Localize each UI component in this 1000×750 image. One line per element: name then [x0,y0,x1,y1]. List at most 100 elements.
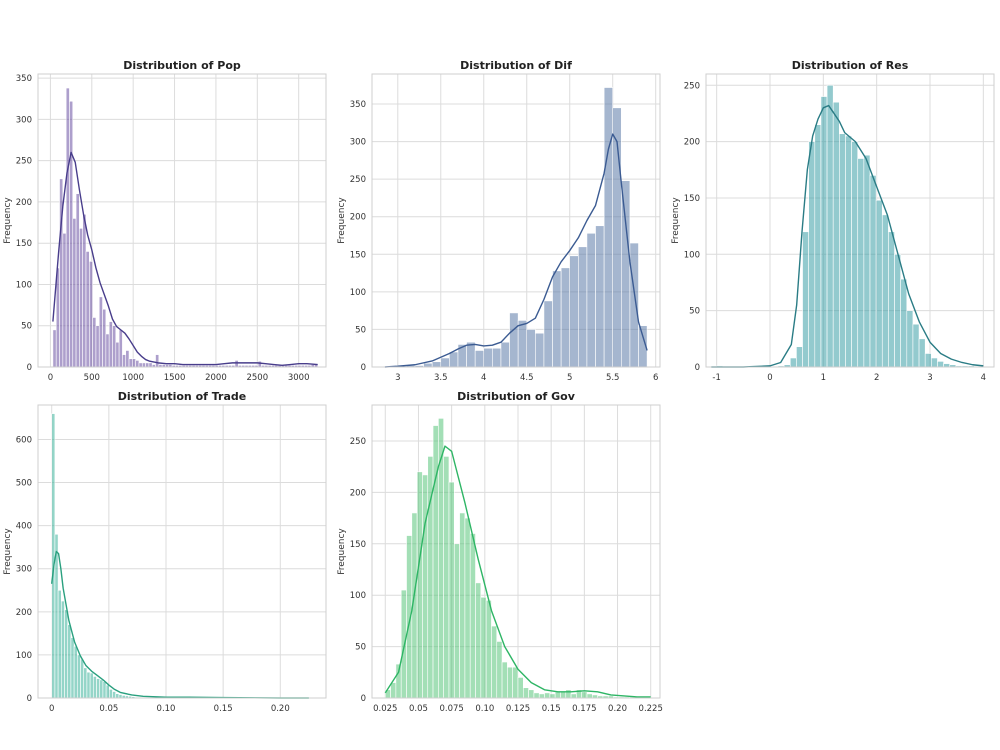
axes-frame [37,73,327,368]
x-tick-label: 500 [84,373,100,383]
y-tick-label: 0 [695,363,700,373]
histogram-bar [105,684,110,699]
histogram-bar [65,87,70,368]
histogram-bar [826,84,834,368]
histogram-bar [73,645,78,699]
histogram-bar [61,600,65,699]
y-tick-label: 100 [350,591,366,601]
histogram-bar [603,87,614,368]
axes-frame [705,73,995,368]
x-tick-label: 3 [927,373,932,383]
histogram-bar [560,691,567,699]
histogram-bar [89,261,93,368]
y-axis-label: Frequency [337,197,347,244]
x-tick-label: 0.225 [639,704,663,714]
histogram-bar [560,267,571,368]
histogram-bar [62,232,67,368]
histogram-bar [924,353,932,368]
x-tick-label: 0.175 [572,704,596,714]
histogram-bar [95,325,100,368]
histogram-bar [496,641,503,699]
histogram-bar [464,517,471,699]
histogram-bar [802,231,809,368]
chart-title: Distribution of Dif [460,59,572,72]
histogram-bar [569,255,579,368]
y-tick-label: 200 [684,138,700,148]
subplot-1: 0 500 1000 1500 2000 2500 3000 0 50 100 150 200 250 3… [3,59,327,383]
y-axis-label: Frequency [3,197,13,244]
histogram-bar [875,199,883,368]
y-tick-label: 50 [21,322,32,332]
histogram-bar [881,214,889,368]
histogram-bar [789,357,797,368]
histogram-bar [483,347,493,368]
histogram-bar [118,694,123,699]
y-tick-label: 100 [684,250,700,260]
y-tick-label: 300 [350,138,366,148]
histogram-bar [549,693,556,699]
histogram-bar [51,413,56,699]
chart-title: Distribution of Trade [118,390,247,403]
axes-frame [37,404,327,699]
histogram-bar [125,350,130,368]
histogram-bar [96,678,101,699]
histogram-bar [538,693,545,699]
y-axis-label: Frequency [337,528,347,575]
histogram-bar [845,135,852,368]
histogram-bar [808,141,816,368]
histogram-bar [102,308,107,368]
histogram-bar [863,154,871,368]
y-tick-label: 400 [16,522,32,532]
x-tick-label: 5 [567,373,572,383]
histogram-bar [522,687,529,699]
chart-title: Distribution of Pop [123,59,241,72]
y-tick-label: 200 [350,488,366,498]
subplot-5: 0.025 0.05 0.075 0.10 0.125 0.15 0.175 0.20 0.22… [337,390,663,714]
histogram-bar [109,689,113,699]
subplot-3: -1 0 1 2 3 4 0 50 100 150 200 250 Frequency Distribut… [671,59,995,383]
histogram-bar [141,362,146,368]
y-tick-label: 500 [16,479,32,489]
histogram-bar [257,360,262,368]
x-tick-label: 0.10 [475,704,494,714]
histogram-bar [533,692,540,699]
x-tick-label: 0.10 [157,704,176,714]
histogram-bar [565,689,572,699]
x-tick-label: 1 [821,373,826,383]
y-tick-label: 350 [16,74,32,84]
histogram-bar [509,312,519,368]
histogram-bar [906,310,914,368]
histogram-bar [586,693,593,699]
histogram-bar [474,350,485,368]
histogram-bar [492,347,502,368]
histogram-bar [943,363,951,368]
histogram-bar [443,456,450,699]
histogram-bar [132,358,136,368]
histogram-bar [93,676,97,699]
x-tick-label: 0.05 [409,704,428,714]
histogram-bar [423,362,433,368]
histogram-bar [543,300,553,368]
y-tick-label: 0 [27,694,32,704]
histogram-bar [544,692,551,699]
y-tick-label: 250 [684,81,700,91]
histogram-bar [108,321,113,368]
histogram-bar [92,317,97,368]
histogram-bar [145,362,150,368]
histogram-bar [491,625,498,699]
histogram-bar [118,329,123,368]
y-tick-label: 100 [16,280,32,290]
histogram-bar [148,362,153,368]
histogram-bar [112,325,117,368]
histogram-bar [453,543,460,699]
histogram-bars [51,413,142,699]
histogram-bar [67,624,72,699]
x-tick-label: 5.5 [606,373,620,383]
x-tick-label: 0.15 [542,704,561,714]
y-tick-label: 150 [350,250,366,260]
x-tick-label: 1500 [164,373,186,383]
x-tick-label: 0.20 [608,704,627,714]
y-tick-label: 0 [27,363,32,373]
